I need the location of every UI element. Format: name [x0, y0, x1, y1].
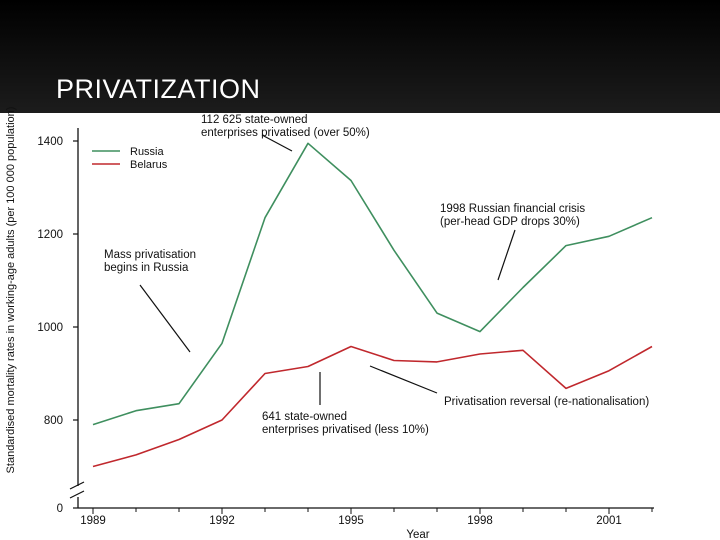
x-tick-label: 1989	[80, 515, 106, 527]
series-line-belarus	[92, 345, 653, 468]
annotation-text: Mass privatisation begins in Russia	[104, 249, 196, 274]
y-tick-label: 1400	[37, 136, 63, 148]
annotation-line: begins in Russia	[104, 262, 189, 274]
y-tick-label: 1000	[37, 322, 63, 334]
legend-label-belarus: Belarus	[130, 159, 168, 171]
x-tick-label: 1998	[467, 515, 493, 527]
annotation-text: Privatisation reversal (re-nationalisati…	[444, 396, 649, 408]
slide-title: PRIVATIZATION	[56, 74, 261, 104]
x-tick-label: 1992	[209, 515, 235, 527]
annotation-line: 1998 Russian financial crisis	[440, 203, 585, 215]
axis-break-mark	[69, 490, 85, 499]
annotation-line: enterprises privatised (less 10%)	[262, 424, 429, 436]
annotation-line: (per-head GDP drops 30%)	[440, 216, 580, 228]
x-axis-label: Year	[406, 529, 429, 540]
slide-header	[0, 0, 720, 113]
legend-label-russia: Russia	[130, 146, 165, 158]
annotation-text: 1998 Russian financial crisis (per-head G…	[440, 203, 585, 228]
y-axis-label: Standardised mortality rates in working-…	[5, 107, 17, 474]
chart-axes: 0 800 1000 1200 1400 1989 1992 1995 1998 2001	[37, 128, 654, 527]
series-line-russia	[92, 142, 653, 426]
annotation-line: enterprises privatised (over 50%)	[201, 127, 370, 139]
axis-break-mark	[69, 481, 85, 490]
y-tick-label: 0	[57, 503, 63, 515]
annotation-line: Mass privatisation	[104, 249, 196, 261]
y-tick-label: 800	[44, 415, 63, 427]
annotation-leader-line	[497, 229, 516, 281]
annotation-text: 112 625 state-owned enterprises privatise…	[201, 114, 370, 139]
annotation-line: 641 state-owned	[262, 411, 347, 423]
y-tick-label: 1200	[37, 229, 63, 241]
annotation-leader-line	[369, 365, 438, 394]
annotation-text: 641 state-owned enterprises privatised (l…	[262, 411, 429, 436]
chart-annotations: 112 625 state-owned enterprises privatise…	[104, 114, 649, 436]
annotation-leader-line	[139, 284, 191, 353]
x-tick-label: 2001	[596, 515, 622, 527]
annotation-leader-line	[261, 134, 293, 152]
annotation-line: 112 625 state-owned	[201, 114, 308, 126]
x-tick-label: 1995	[338, 515, 364, 527]
chart-series	[92, 142, 653, 468]
annotation-line: Privatisation reversal (re-nationalisati…	[444, 396, 649, 408]
